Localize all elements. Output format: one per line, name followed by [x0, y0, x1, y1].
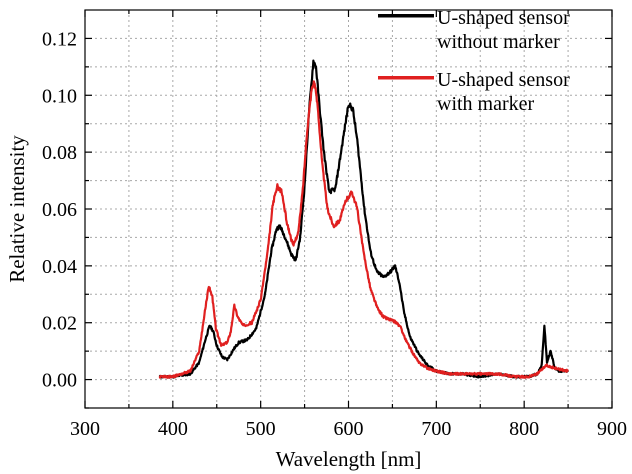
y-tick-label: 0.02	[42, 313, 77, 335]
x-tick-label: 700	[421, 418, 451, 440]
y-tick-label: 0.12	[42, 28, 77, 50]
y-axis-title: Relative intensity	[5, 135, 29, 283]
y-tick-label: 0.06	[42, 199, 77, 221]
y-axis-tick-labels: 0.00 0.02 0.04 0.06 0.08 0.10 0.12	[42, 28, 77, 391]
y-tick-label: 0.10	[42, 85, 77, 107]
y-tick-label: 0.00	[42, 370, 77, 392]
x-tick-label: 600	[334, 418, 364, 440]
y-tick-label: 0.04	[42, 256, 77, 278]
x-axis-title: Wavelength [nm]	[276, 447, 422, 471]
x-tick-label: 300	[70, 418, 100, 440]
legend-label: U-shaped sensor	[437, 69, 570, 91]
x-tick-label: 500	[246, 418, 276, 440]
axis-ticks	[84, 10, 613, 409]
x-tick-label: 800	[509, 418, 539, 440]
y-tick-label: 0.08	[42, 142, 77, 164]
x-tick-label: 900	[597, 418, 627, 440]
legend-label: U-shaped sensor	[437, 7, 570, 29]
x-axis-tick-labels: 300 400 500 600 700 800 900	[70, 418, 627, 440]
legend-swatch-1	[378, 14, 434, 18]
legend-label: with marker	[437, 93, 535, 115]
series-line-2	[158, 80, 569, 379]
legend-label: without marker	[437, 31, 560, 53]
series-lines	[158, 59, 569, 379]
legend-swatch-2	[378, 76, 434, 80]
x-tick-label: 400	[158, 418, 188, 440]
